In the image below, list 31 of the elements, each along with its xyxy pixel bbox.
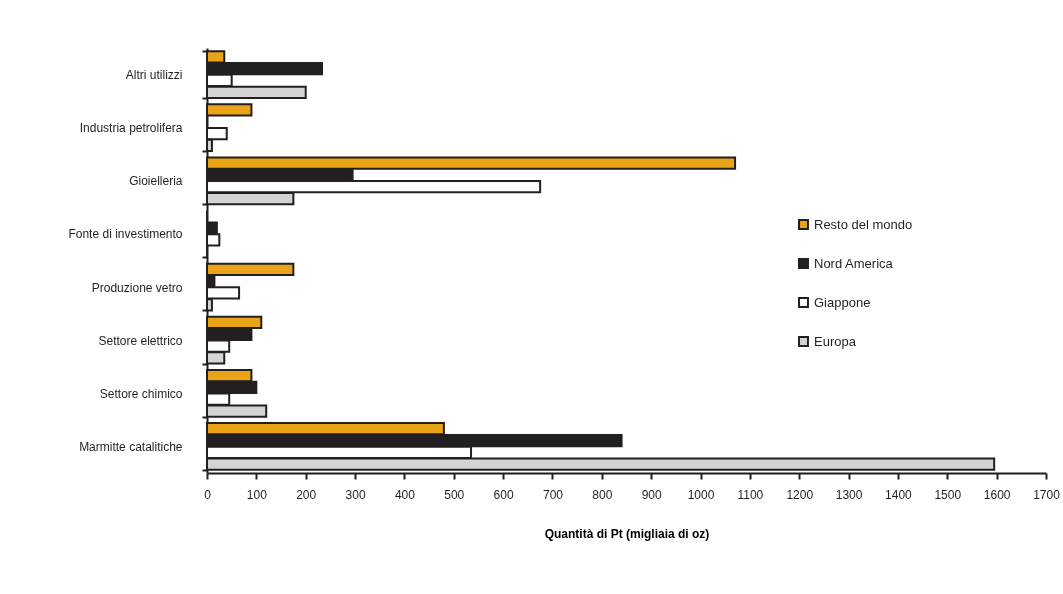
x-tick-label: 1200 bbox=[786, 487, 814, 502]
x-tick-label: 1100 bbox=[737, 487, 764, 502]
x-tick-label: 500 bbox=[444, 487, 465, 502]
legend-label: Nord America bbox=[814, 255, 894, 271]
legend-label: Europa bbox=[814, 333, 857, 349]
y-tick-label: Settore elettrico bbox=[98, 333, 183, 348]
legend-label: Resto del mondo bbox=[814, 216, 913, 232]
x-tick-label: 1000 bbox=[687, 487, 715, 502]
y-tick-label: Produzione vetro bbox=[91, 280, 183, 295]
x-tick-label: 0 bbox=[204, 487, 212, 502]
x-tick-label: 1700 bbox=[1033, 487, 1061, 502]
y-tick-label: Marmitte catalitiche bbox=[79, 439, 183, 454]
x-tick-label: 400 bbox=[394, 487, 416, 502]
y-tick-label: Altri utilizzi bbox=[125, 68, 183, 83]
x-tick-label: 1600 bbox=[983, 487, 1011, 502]
x-tick-label: 800 bbox=[592, 487, 613, 502]
x-tick-label: 1500 bbox=[934, 487, 962, 502]
x-axis-title: Quantità di Pt (migliaia di oz) bbox=[544, 526, 710, 541]
y-tick-label: Settore chimico bbox=[99, 386, 183, 401]
x-tick-label: 200 bbox=[296, 487, 317, 502]
x-tick-label: 900 bbox=[641, 487, 663, 502]
x-tick-label: 300 bbox=[345, 487, 366, 502]
x-tick-label: 700 bbox=[542, 487, 564, 502]
x-tick-label: 600 bbox=[493, 487, 514, 502]
x-tick-label: 100 bbox=[246, 487, 268, 502]
x-tick-label: 1300 bbox=[835, 487, 863, 502]
y-tick-label: Industria petrolifera bbox=[79, 121, 183, 136]
legend-label: Giappone bbox=[814, 294, 871, 310]
y-tick-label: Gioielleria bbox=[129, 174, 183, 189]
x-tick-label: 1400 bbox=[885, 487, 913, 502]
y-tick-label: Fonte di investimento bbox=[68, 227, 183, 242]
